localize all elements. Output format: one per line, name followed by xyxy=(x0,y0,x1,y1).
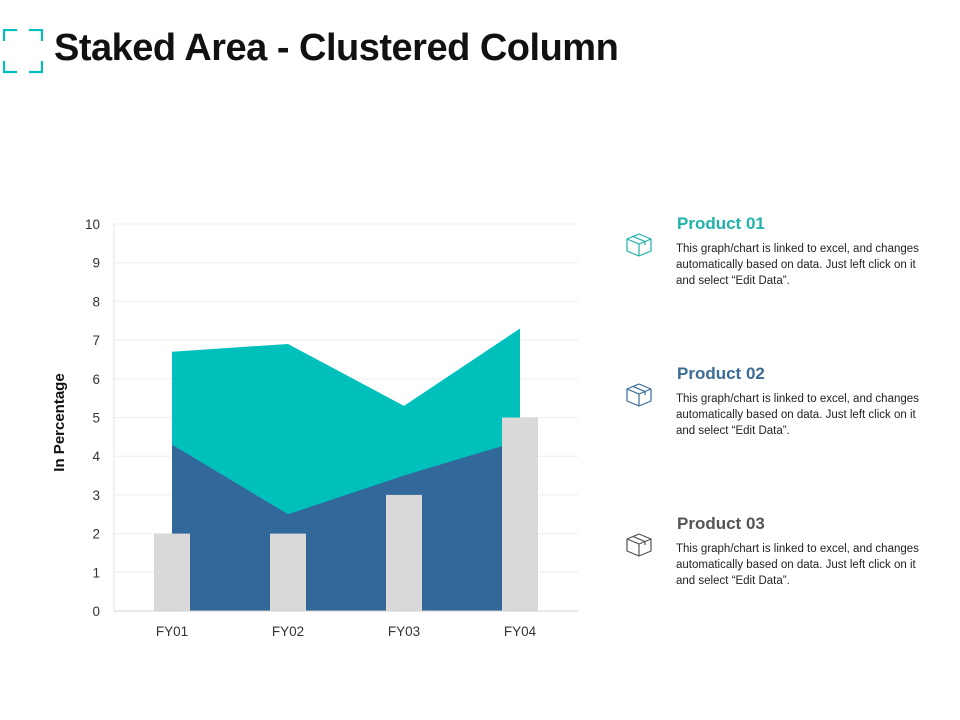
box-icon xyxy=(626,233,652,257)
y-tick-label: 4 xyxy=(92,449,100,464)
legend-item-product-01: Product 01 This graph/chart is linked to… xyxy=(620,214,940,314)
legend-heading: Product 02 xyxy=(677,364,765,383)
x-tick-label: FY01 xyxy=(156,624,188,639)
y-tick-label: 6 xyxy=(92,372,100,387)
legend-heading: Product 01 xyxy=(677,214,765,233)
x-tick-label: FY02 xyxy=(272,624,304,639)
y-tick-label: 2 xyxy=(92,527,100,542)
legend-item-product-03: Product 03 This graph/chart is linked to… xyxy=(620,514,940,614)
chart-container: 0 1 2 3 4 5 6 7 8 9 10 FY01 FY02 FY03 FY04 In Percentag… xyxy=(40,200,600,660)
y-tick-label: 8 xyxy=(92,294,100,309)
y-axis-title: In Percentage xyxy=(51,373,68,471)
x-tick-label: FY03 xyxy=(388,624,420,639)
page-title: Staked Area - Clustered Column xyxy=(54,27,619,69)
stacked-area-column-chart: 0 1 2 3 4 5 6 7 8 9 10 FY01 FY02 FY03 FY04 In Percentag… xyxy=(51,217,578,639)
y-tick-label: 1 xyxy=(92,565,100,580)
title-bracket-decoration xyxy=(3,29,43,74)
legend-heading: Product 03 xyxy=(677,514,765,533)
y-tick-label: 3 xyxy=(92,488,100,503)
y-tick-label: 9 xyxy=(92,256,100,271)
y-tick-label: 7 xyxy=(92,333,100,348)
column-bar xyxy=(386,494,422,611)
legend-description: This graph/chart is linked to excel, and… xyxy=(676,543,919,587)
legend-item-product-02: Product 02 This graph/chart is linked to… xyxy=(620,364,940,464)
area-series-2 xyxy=(172,440,520,611)
column-bar xyxy=(502,417,538,611)
box-icon xyxy=(626,383,652,407)
box-icon xyxy=(626,533,652,557)
y-tick-label: 0 xyxy=(92,604,100,619)
legend-description: This graph/chart is linked to excel, and… xyxy=(676,243,919,287)
y-tick-label: 5 xyxy=(92,411,100,426)
column-bar xyxy=(154,533,190,611)
legend-description: This graph/chart is linked to excel, and… xyxy=(676,393,919,437)
column-bar xyxy=(270,533,306,611)
x-tick-label: FY04 xyxy=(504,624,537,639)
y-tick-label: 10 xyxy=(85,217,100,232)
